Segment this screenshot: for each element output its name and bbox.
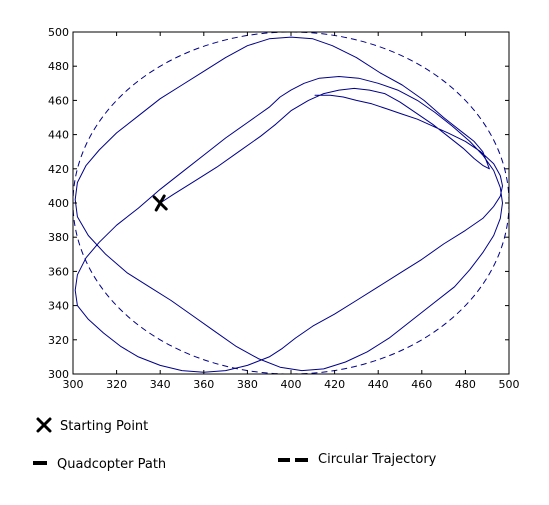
x-tick-label: 380	[237, 378, 258, 391]
y-tick-label: 440	[48, 129, 69, 142]
legend-starting-point-icon	[36, 417, 52, 433]
legend-label: Starting Point	[60, 419, 148, 434]
marker-layer	[152, 194, 168, 212]
axis-layer: 300 320 340 360 380 400 420 440 460 480 500 300 320 3…	[48, 26, 520, 391]
x-tick-label: 320	[106, 378, 127, 391]
starting-point-marker	[152, 194, 168, 212]
legend-entry: Circular Trajectory	[278, 452, 437, 467]
x-tick-label: 400	[281, 378, 302, 391]
quadcopter-path-line	[74, 36, 503, 373]
y-tick-label: 340	[48, 300, 69, 313]
x-tick-label: 420	[324, 378, 345, 391]
legend-label: Circular Trajectory	[318, 452, 437, 467]
legend-entry: Starting Point	[36, 417, 148, 434]
x-tick-label: 500	[499, 378, 520, 391]
y-tick-label: 380	[48, 231, 69, 244]
x-tick-label: 480	[455, 378, 476, 391]
y-tick-label: 480	[48, 60, 69, 73]
y-tick-label: 360	[48, 265, 69, 278]
y-tick-label: 320	[48, 334, 69, 347]
plot-background	[73, 32, 509, 374]
y-tick-label: 400	[48, 197, 69, 210]
y-tick-label: 420	[48, 163, 69, 176]
legend-entry: Quadcopter Path	[33, 457, 166, 472]
y-tick-label: 300	[48, 368, 69, 381]
data-layer	[73, 32, 509, 374]
x-tick-label: 360	[193, 378, 214, 391]
y-tick-label: 500	[48, 26, 69, 39]
y-tick-label: 460	[48, 94, 69, 107]
legend: Starting Point Quadcopter Path Circular Tr…	[33, 417, 437, 472]
x-tick-label: 460	[411, 378, 432, 391]
x-tick-label: 300	[63, 378, 84, 391]
x-tick-label: 340	[150, 378, 171, 391]
legend-label: Quadcopter Path	[57, 457, 166, 472]
x-tick-label: 440	[368, 378, 389, 391]
starting-point-stroke-2	[154, 194, 166, 212]
